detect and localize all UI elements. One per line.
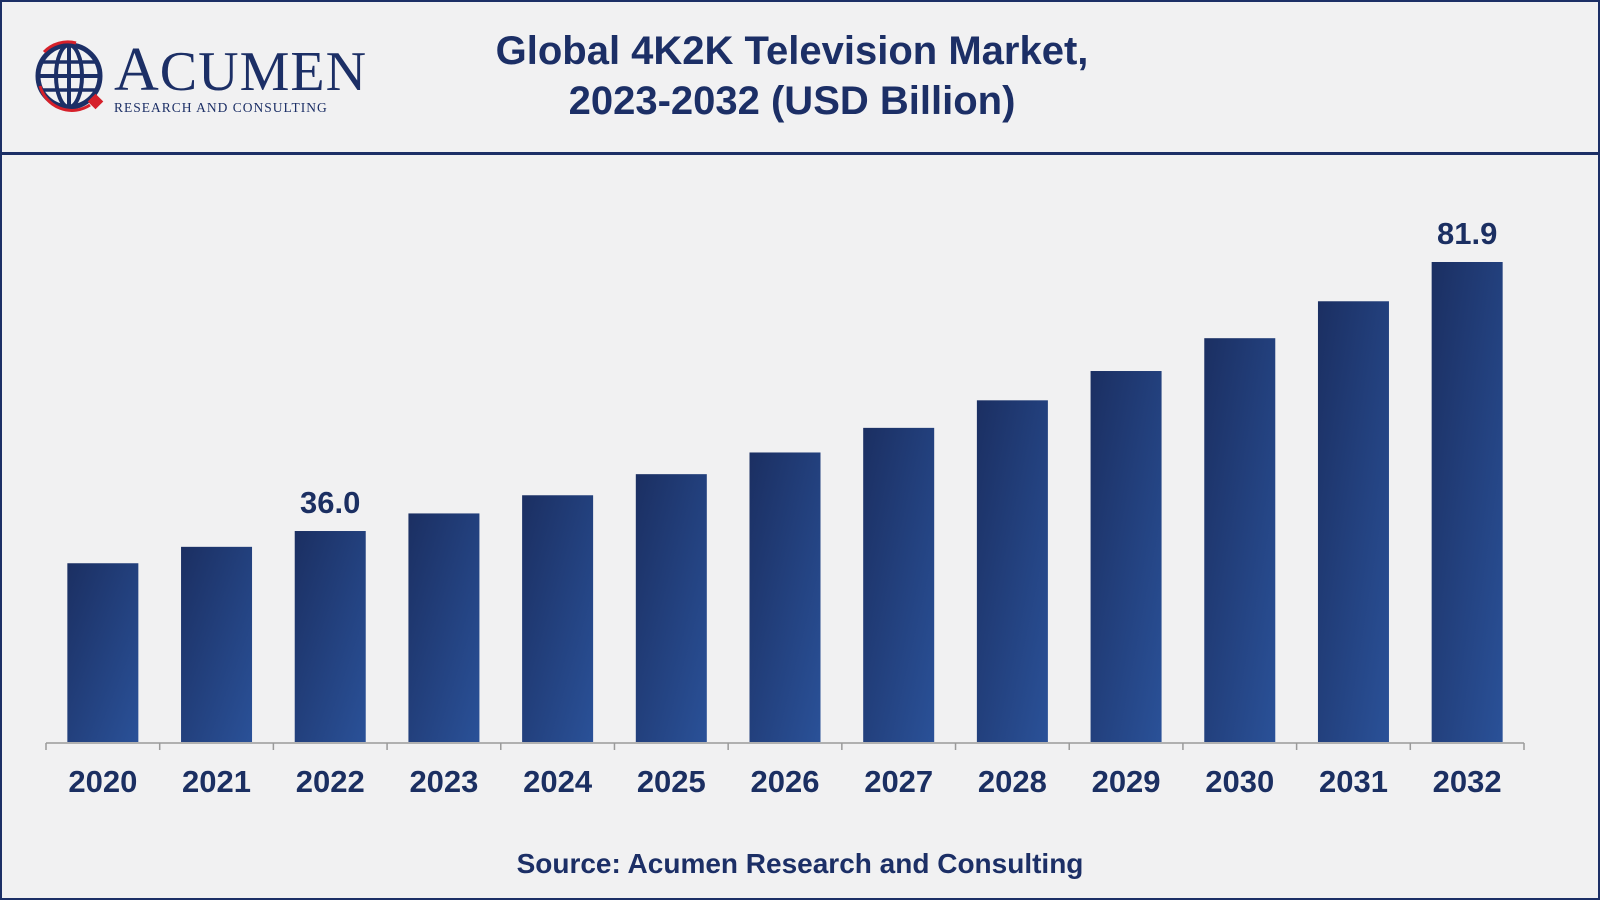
bar-2022: [294, 531, 366, 742]
bar-2032: [1431, 262, 1503, 742]
x-tick-label: 2027: [864, 764, 933, 799]
bar-2029: [1090, 371, 1162, 742]
bar-2023: [408, 513, 480, 742]
x-tick-label: 2029: [1092, 764, 1161, 799]
x-tick-label: 2032: [1433, 764, 1502, 799]
x-tick-label: 2022: [296, 764, 365, 799]
bar-2021: [181, 546, 253, 742]
bar-2030: [1204, 338, 1276, 742]
header: ACUMEN RESEARCH AND CONSULTING Global 4K…: [2, 2, 1598, 155]
globe-icon: [35, 40, 104, 112]
bar-2024: [522, 495, 594, 742]
bar-2025: [635, 474, 707, 742]
chart-title-line1: Global 4K2K Television Market,: [495, 29, 1089, 73]
x-tick-label: 2020: [68, 764, 137, 799]
acumen-logo: ACUMEN RESEARCH AND CONSULTING: [32, 38, 366, 118]
bar-2031: [1317, 301, 1389, 742]
bar-chart: 2020 2021 2022 2023 2024 2025 2026 2027 2028 2029…: [45, 216, 1525, 799]
logo-wordmark: ACUMEN: [114, 36, 368, 104]
x-tick-label: 2026: [751, 764, 820, 799]
bar-2027: [863, 427, 935, 742]
x-tick-label: 2030: [1205, 764, 1274, 799]
x-tick-label: 2031: [1319, 764, 1388, 799]
x-tick-label: 2025: [637, 764, 706, 799]
x-tick-label: 2021: [182, 764, 251, 799]
chart-title: Global 4K2K Television Market, 2023-2032…: [392, 26, 1192, 126]
chart-title-line2: 2023-2032 (USD Billion): [568, 79, 1016, 123]
x-tick-label: 2028: [978, 764, 1047, 799]
x-tick-label: 2024: [523, 764, 593, 799]
x-tick-label: 2023: [409, 764, 478, 799]
data-label-2022: 36.0: [300, 485, 360, 520]
data-label-2032: 81.9: [1437, 216, 1497, 251]
bar-2020: [67, 563, 139, 742]
bar-2026: [749, 452, 821, 742]
source-note: Source: Acumen Research and Consulting: [516, 848, 1084, 879]
logo-subtitle: RESEARCH AND CONSULTING: [114, 100, 328, 115]
bar-2028: [976, 400, 1048, 742]
